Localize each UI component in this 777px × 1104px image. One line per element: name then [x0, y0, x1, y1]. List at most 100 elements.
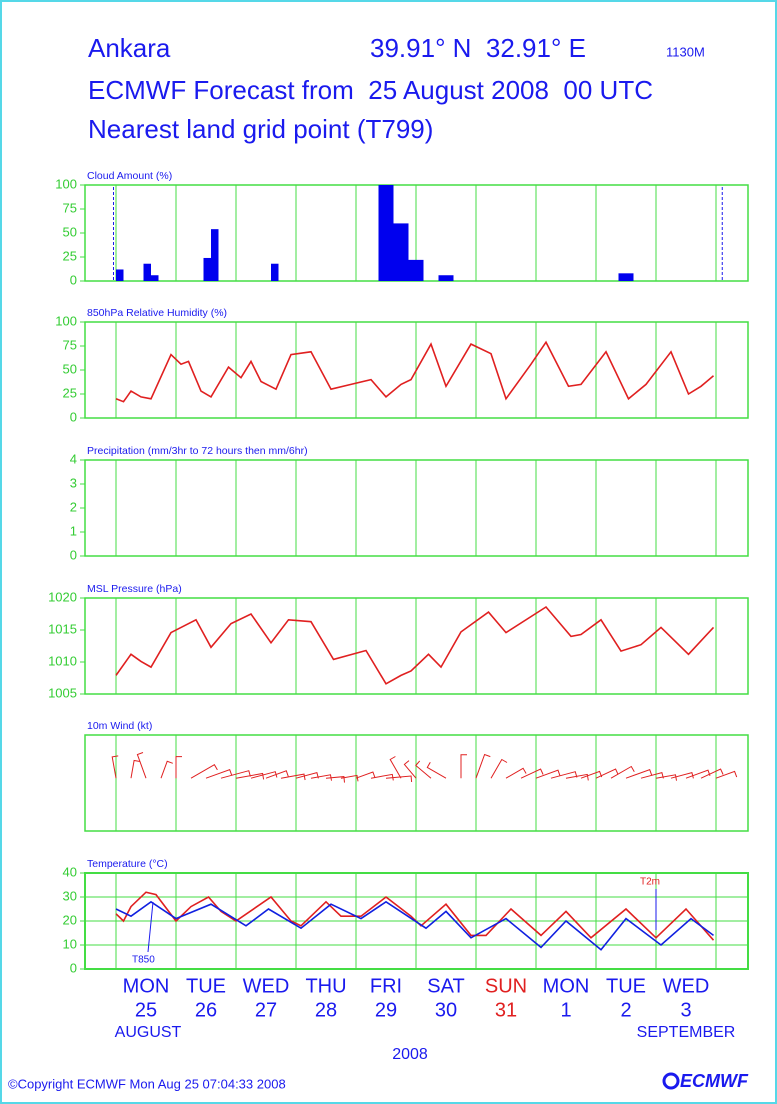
- y-tick-label: 40: [63, 864, 77, 879]
- forecast-line: ECMWF Forecast from 25 August 2008 00 UT…: [88, 75, 653, 105]
- month: AUGUST: [115, 1024, 182, 1041]
- copyright: ©Copyright ECMWF Mon Aug 25 07:04:33 200…: [8, 1076, 286, 1091]
- bar: [438, 275, 454, 281]
- wind-barb: [235, 772, 265, 780]
- y-tick-label: 75: [63, 337, 77, 352]
- wind-barb: [160, 760, 173, 779]
- wind-barb: [295, 771, 319, 779]
- wind-barb: [415, 760, 432, 779]
- day-label: SAT: [427, 975, 464, 997]
- bar: [116, 269, 124, 281]
- wind-barb: [130, 759, 141, 779]
- panel-title: 850hPa Relative Humidity (%): [87, 307, 227, 319]
- logo-icon: [662, 1072, 680, 1090]
- bar: [618, 273, 634, 281]
- bar: [408, 259, 424, 281]
- panel-title: Temperature (°C): [87, 858, 168, 870]
- y-tick-label: 20: [63, 912, 77, 927]
- wind-barb: [490, 758, 508, 779]
- wind-barb: [250, 771, 278, 779]
- day-label: TUE: [606, 975, 646, 997]
- date-label: 26: [195, 999, 217, 1021]
- wind-barb: [460, 754, 467, 779]
- date-label: 30: [435, 999, 457, 1021]
- y-tick-label: 25: [63, 248, 77, 263]
- date-label: 31: [495, 999, 517, 1021]
- wind-barb: [310, 774, 332, 781]
- y-tick-label: 1020: [48, 589, 77, 604]
- wind-barb: [550, 771, 578, 779]
- wind-barb: [355, 771, 376, 779]
- logo: ECMWF: [680, 1071, 749, 1091]
- wind-barb: [475, 753, 491, 779]
- wind-barb: [535, 769, 561, 779]
- line: [115, 900, 714, 951]
- date-label: 2: [620, 999, 631, 1021]
- wind-barb: [426, 761, 447, 779]
- bar: [271, 263, 279, 281]
- day-label: WED: [243, 975, 290, 997]
- grid-line-text: Nearest land grid point (T799): [88, 114, 433, 144]
- day-label: FRI: [370, 975, 402, 997]
- day-label: SUN: [485, 975, 527, 997]
- y-tick-label: 10: [63, 936, 77, 951]
- panel-title: Cloud Amount (%): [87, 170, 172, 182]
- y-tick-label: 30: [63, 888, 77, 903]
- bar: [393, 223, 409, 281]
- panel-title: MSL Pressure (hPa): [87, 583, 182, 595]
- day-label: MON: [123, 975, 170, 997]
- y-tick-label: 75: [63, 200, 77, 215]
- month: SEPTEMBER: [637, 1024, 736, 1041]
- line: [115, 340, 715, 403]
- y-tick-label: 100: [55, 176, 77, 191]
- wind-barb: [136, 752, 147, 779]
- annotation: T850: [132, 955, 155, 966]
- year: 2008: [392, 1046, 428, 1063]
- y-tick-label: 3: [70, 475, 77, 490]
- bar: [378, 185, 394, 281]
- wind-barb: [403, 760, 417, 779]
- wind-barb: [520, 768, 544, 779]
- panel-title: Precipitation (mm/3hr to 72 hours then m…: [87, 445, 308, 457]
- wind-barb: [610, 765, 635, 779]
- wind-barb: [175, 756, 182, 779]
- wind-barb: [700, 768, 724, 779]
- date-label: 28: [315, 999, 337, 1021]
- bar: [203, 257, 211, 281]
- line: [115, 605, 715, 685]
- wind-barb: [389, 756, 402, 779]
- day-label: THU: [305, 975, 346, 997]
- wind-barb: [715, 770, 738, 779]
- date-label: 29: [375, 999, 397, 1021]
- wind-barb: [111, 755, 119, 779]
- wind-barb: [220, 770, 251, 779]
- wind-barb: [655, 774, 677, 781]
- y-tick-label: 1015: [48, 621, 77, 636]
- coords: 39.91° N 32.91° E: [370, 33, 586, 63]
- wind-barb: [565, 773, 589, 781]
- date-label: 3: [680, 999, 691, 1021]
- y-tick-label: 1: [70, 523, 77, 538]
- annotation: T2m: [640, 877, 660, 888]
- y-tick-label: 4: [70, 451, 77, 466]
- y-tick-label: 0: [70, 272, 77, 287]
- wind-barb: [640, 771, 664, 779]
- annotation-arrow: [147, 901, 154, 953]
- y-tick-label: 0: [70, 547, 77, 562]
- day-label: TUE: [186, 975, 226, 997]
- wind-barb: [580, 770, 603, 779]
- wind-barb: [670, 771, 694, 779]
- date-label: 1: [560, 999, 571, 1021]
- y-tick-label: 2: [70, 499, 77, 514]
- wind-barb: [265, 770, 289, 779]
- panel-title: 10m Wind (kt): [87, 720, 152, 732]
- y-tick-label: 50: [63, 224, 77, 239]
- y-tick-label: 0: [70, 960, 77, 975]
- wind-barb: [625, 768, 653, 779]
- wind-barb: [190, 764, 218, 779]
- day-label: WED: [663, 975, 710, 997]
- date-label: 27: [255, 999, 277, 1021]
- wind-barb: [595, 768, 619, 779]
